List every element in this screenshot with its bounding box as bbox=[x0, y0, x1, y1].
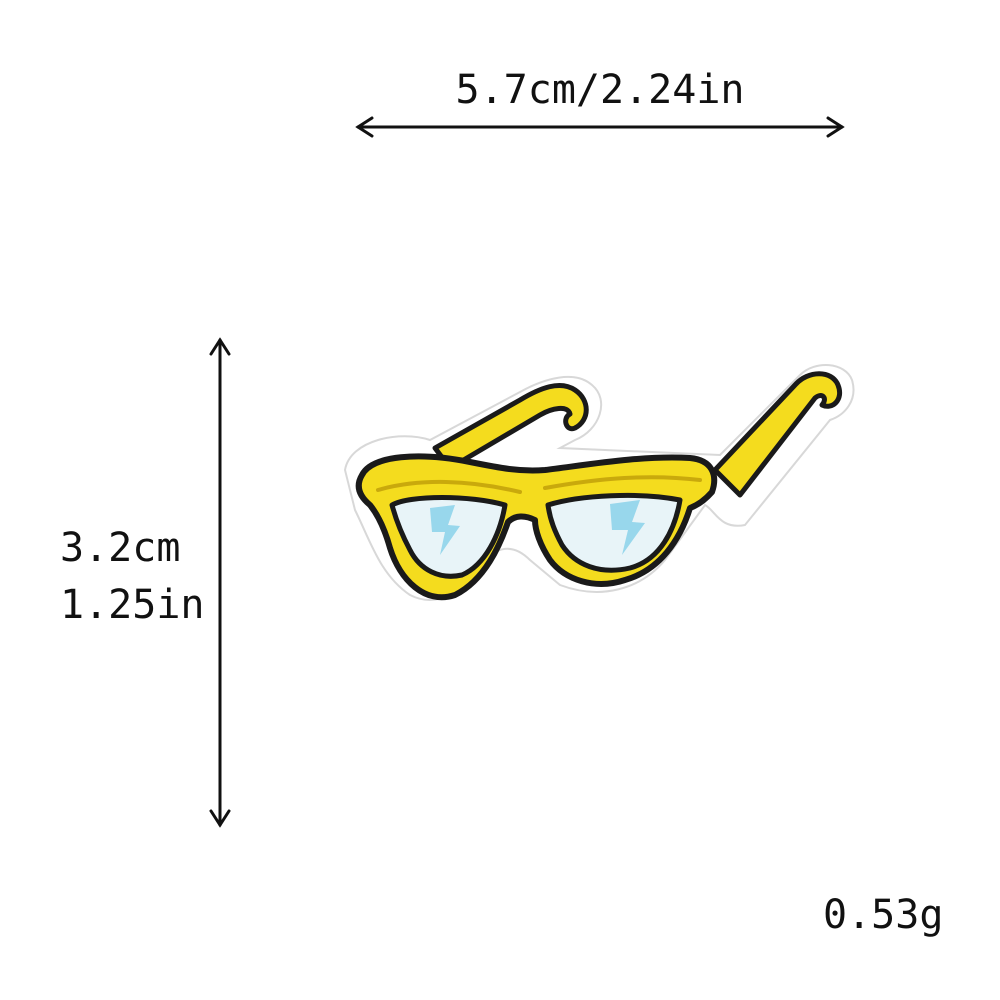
width-arrow-icon bbox=[355, 116, 845, 138]
height-dimension-cm-label: 3.2cm bbox=[60, 525, 181, 571]
height-arrow-icon bbox=[209, 337, 231, 828]
weight-label: 0.53g bbox=[823, 892, 944, 938]
sunglasses-patch bbox=[343, 363, 855, 601]
height-dimension-in-label: 1.25in bbox=[60, 582, 205, 628]
width-dimension-text: 5.7cm/2.24in bbox=[455, 67, 745, 113]
width-dimension-label: 5.7cm/2.24in bbox=[0, 70, 1000, 110]
